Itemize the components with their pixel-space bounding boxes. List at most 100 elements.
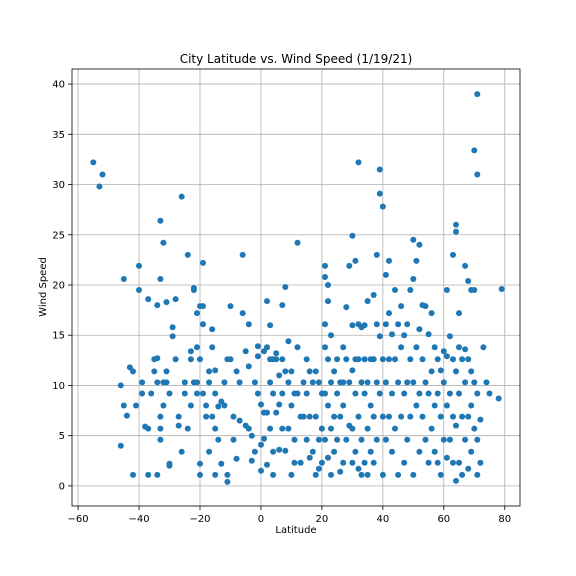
data-point xyxy=(431,402,438,409)
x-tick-label: 80 xyxy=(498,514,511,525)
data-point xyxy=(303,436,310,443)
data-point xyxy=(352,448,359,455)
data-point xyxy=(450,251,456,258)
data-point xyxy=(306,413,313,420)
data-point xyxy=(169,333,176,340)
data-point xyxy=(325,282,331,288)
data-point xyxy=(407,287,414,293)
data-point xyxy=(343,304,350,311)
data-point xyxy=(224,478,231,485)
data-point xyxy=(96,183,103,190)
data-point xyxy=(468,368,475,375)
data-point xyxy=(349,322,356,329)
y-tick-label: 25 xyxy=(52,230,65,241)
data-point xyxy=(151,368,158,375)
data-point xyxy=(294,344,301,351)
data-point xyxy=(120,276,127,282)
data-point xyxy=(331,448,338,455)
data-point xyxy=(425,459,432,466)
data-point xyxy=(459,413,466,420)
data-point xyxy=(373,379,380,386)
data-point xyxy=(337,468,344,475)
data-point xyxy=(389,390,395,397)
data-point xyxy=(395,379,402,386)
data-point xyxy=(453,368,459,375)
data-point xyxy=(200,321,206,328)
data-point xyxy=(288,471,295,478)
data-point xyxy=(386,356,392,363)
data-point xyxy=(227,303,234,310)
data-point xyxy=(248,457,255,464)
data-point xyxy=(361,459,368,466)
data-point xyxy=(312,471,319,478)
data-point xyxy=(197,356,203,363)
data-point xyxy=(194,379,200,386)
data-point xyxy=(434,390,441,397)
data-point xyxy=(187,402,194,409)
data-point xyxy=(303,356,310,363)
data-point xyxy=(285,338,292,345)
data-point xyxy=(340,459,347,466)
data-point xyxy=(453,221,459,228)
data-point xyxy=(233,368,240,375)
data-point xyxy=(465,465,472,472)
y-tick-label: 10 xyxy=(52,381,65,392)
data-point xyxy=(379,413,386,420)
data-point xyxy=(254,353,261,360)
data-point xyxy=(443,287,450,293)
data-point xyxy=(190,285,197,291)
data-point xyxy=(386,257,392,264)
data-point xyxy=(325,298,331,305)
data-point xyxy=(358,471,365,478)
data-point xyxy=(477,416,484,423)
data-point xyxy=(258,401,264,408)
data-point xyxy=(239,310,246,317)
data-point xyxy=(245,363,252,370)
data-point xyxy=(315,465,322,472)
data-point xyxy=(495,395,502,402)
data-point xyxy=(212,425,219,432)
data-point xyxy=(184,425,191,432)
data-point xyxy=(328,332,334,339)
data-point xyxy=(163,368,170,375)
data-point xyxy=(258,467,264,474)
data-point xyxy=(300,413,307,420)
data-point xyxy=(203,402,210,409)
data-point xyxy=(410,236,417,243)
data-point xyxy=(187,348,194,355)
data-point xyxy=(157,276,164,282)
data-point xyxy=(361,390,368,397)
data-point xyxy=(325,402,331,409)
data-point xyxy=(206,368,213,375)
data-point xyxy=(273,409,280,416)
data-point xyxy=(294,390,301,397)
data-point xyxy=(291,436,298,443)
data-point xyxy=(288,402,295,409)
data-point xyxy=(154,302,161,309)
data-point xyxy=(379,356,386,363)
data-point xyxy=(178,448,185,455)
data-point xyxy=(401,332,408,339)
data-point xyxy=(392,356,398,363)
y-tick-label: 30 xyxy=(52,180,65,191)
data-point xyxy=(297,459,304,466)
data-point xyxy=(315,436,322,443)
data-point xyxy=(370,413,377,420)
data-point xyxy=(288,368,295,375)
data-point xyxy=(358,379,365,386)
data-point xyxy=(300,379,307,386)
data-point xyxy=(218,460,225,467)
x-axis-label: Latitude xyxy=(275,525,316,536)
data-point xyxy=(331,368,338,375)
data-point xyxy=(395,321,402,328)
data-point xyxy=(422,436,429,443)
data-point xyxy=(410,471,417,478)
data-point xyxy=(212,471,219,478)
data-point xyxy=(468,402,475,409)
data-point xyxy=(361,356,368,363)
data-point xyxy=(322,262,328,269)
data-point xyxy=(322,390,328,397)
data-point xyxy=(416,241,423,248)
data-point xyxy=(407,413,414,420)
data-point xyxy=(261,435,267,442)
